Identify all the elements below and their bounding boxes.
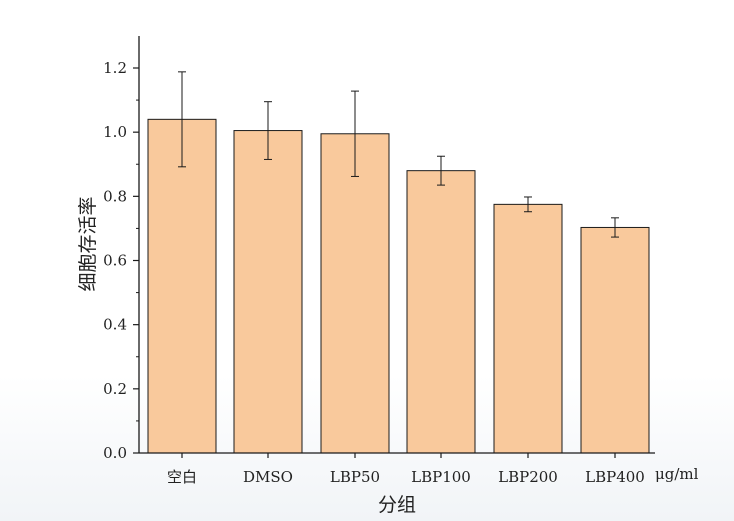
error-bars-layer [178,71,619,238]
bars-layer [147,118,650,454]
x-tick-label-5: LBP400 [585,468,645,486]
y-tick-label-3: 0.6 [103,252,127,270]
bar-0 [147,118,217,454]
x-tick-label-3: LBP100 [411,468,471,486]
x-tick-label-4: LBP200 [498,468,558,486]
y-tick-label-1: 0.2 [103,380,127,398]
error-bar-4 [524,196,532,213]
bar-5 [580,226,650,454]
error-bar-0 [178,71,186,168]
x-axis-unit-label: μg/ml [655,465,699,483]
error-bar-2 [351,90,359,177]
y-axis-title: 细胞存活率 [77,196,99,291]
x-tick-label-1: DMSO [243,468,293,486]
error-bar-1 [264,101,272,160]
error-bar-3 [437,155,445,186]
bar-4 [493,203,563,454]
axes-layer: 0.0 0.2 0.4 0.6 0.8 1.0 1.2 空白 DMSO LBP50 LBP100 LB… [103,36,655,486]
labels-layer: 分组 细胞存活率 μg/ml [77,196,699,516]
y-tick-label-2: 0.4 [103,316,127,334]
x-tick-label-2: LBP50 [330,468,380,486]
y-tick-label-0: 0.0 [103,444,127,462]
y-tick-label-5: 1.0 [103,123,127,141]
bar-2 [320,133,390,454]
x-tick-label-0: 空白 [167,468,197,486]
x-axis-title: 分组 [378,494,416,516]
bar-3 [406,170,476,454]
y-tick-label-4: 0.8 [103,187,127,205]
bar-1 [233,130,303,454]
y-tick-label-6: 1.2 [103,59,127,77]
error-bar-5 [611,217,619,238]
